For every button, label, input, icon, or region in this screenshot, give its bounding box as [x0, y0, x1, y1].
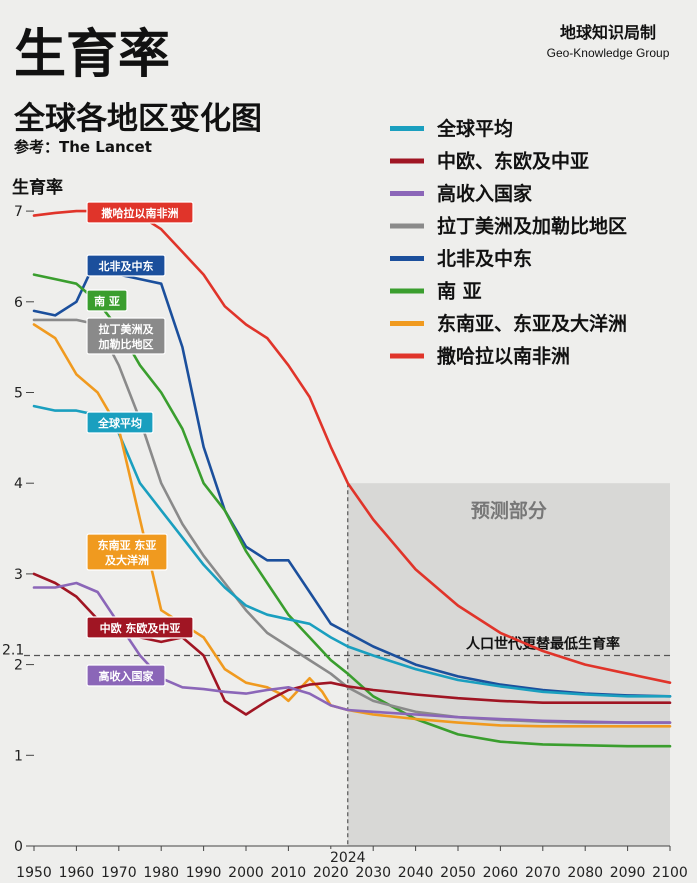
legend-swatch — [390, 158, 424, 164]
series-tag-seao: 东南亚 东亚及大洋洲 — [86, 533, 168, 571]
brand-name: 地球知识局制 — [560, 23, 656, 42]
legend-label: 撒哈拉以南非洲 — [437, 345, 570, 368]
forecast-start-label-bg — [329, 849, 366, 864]
series-tag-global: 全球平均 — [86, 411, 154, 434]
svg-text:南 亚: 南 亚 — [94, 294, 120, 308]
legend-label: 中欧、东欧及中亚 — [437, 150, 589, 173]
x-tick-label: 2060 — [483, 865, 519, 881]
legend-label: 北非及中东 — [437, 247, 532, 270]
svg-text:拉丁美洲及: 拉丁美洲及 — [99, 322, 155, 336]
source-note: 参考：The Lancet — [14, 138, 152, 156]
x-tick-label: 2080 — [567, 865, 603, 881]
forecast-region — [347, 483, 670, 846]
svg-text:及大洋洲: 及大洋洲 — [105, 553, 149, 567]
x-tick-label: 1960 — [59, 865, 95, 881]
x-tick-label: 2090 — [610, 865, 646, 881]
forecast-label: 预测部分 — [471, 499, 547, 522]
legend-item: 南 亚 — [390, 281, 482, 303]
replacement-rate-text: 人口世代更替最低生育率 — [466, 636, 620, 653]
x-tick-label: 2010 — [271, 865, 307, 881]
x-tick-label: 1950 — [16, 865, 52, 881]
legend-item: 撒哈拉以南非洲 — [390, 345, 570, 368]
legend-swatch — [390, 288, 424, 294]
svg-text:加勒比地区: 加勒比地区 — [98, 337, 154, 351]
series-tag-ssa: 撒哈拉以南非洲 — [86, 201, 194, 224]
legend-label: 东南亚、东亚及大洋洲 — [437, 312, 627, 335]
y-tick-label: 0 — [14, 839, 23, 855]
legend-swatch — [390, 321, 424, 326]
series-tag-mena: 北非及中东 — [86, 254, 166, 277]
x-tick-label: 1970 — [101, 865, 137, 881]
y-axis-label: 生育率 — [12, 177, 63, 198]
replacement-rate-value: 2.1 — [2, 643, 24, 659]
series-tag-south_asia: 南 亚 — [86, 289, 128, 312]
svg-text:中欧 东欧及中亚: 中欧 东欧及中亚 — [100, 621, 181, 635]
legend-label: 全球平均 — [436, 117, 513, 140]
x-tick-label: 2100 — [652, 865, 688, 881]
forecast-start-label: 2024 — [330, 850, 366, 866]
y-tick-label: 1 — [14, 748, 23, 764]
legend-swatch — [390, 126, 424, 131]
chart-subtitle: 全球各地区变化图 — [13, 101, 262, 137]
chart-title: 生育率 — [14, 25, 170, 85]
x-tick-label: 2020 — [313, 865, 349, 881]
series-tag-high_income: 高收入国家 — [86, 664, 166, 687]
series-tag-latam: 拉丁美洲及加勒比地区 — [86, 317, 166, 355]
x-tick-label: 1990 — [186, 865, 222, 881]
legend-item: 全球平均 — [390, 117, 513, 140]
svg-text:全球平均: 全球平均 — [97, 416, 142, 430]
series-line-seao — [32, 323, 672, 728]
x-tick-label: 2000 — [228, 865, 264, 881]
legend-label: 高收入国家 — [437, 182, 533, 205]
x-tick-label: 2070 — [525, 865, 561, 881]
x-tick-label: 2040 — [398, 865, 434, 881]
legend-item: 中欧、东欧及中亚 — [390, 150, 589, 173]
legend-item: 高收入国家 — [390, 182, 533, 205]
svg-text:撒哈拉以南非洲: 撒哈拉以南非洲 — [102, 206, 179, 220]
svg-text:高收入国家: 高收入国家 — [99, 669, 155, 683]
x-tick-label: 2050 — [440, 865, 476, 881]
series-tag-ceeca: 中欧 东欧及中亚 — [86, 616, 194, 639]
legend-swatch — [390, 191, 424, 196]
y-tick-label: 4 — [14, 476, 23, 492]
y-tick-label: 5 — [14, 386, 23, 402]
x-axis: 1950 1960 1970 1980 1990 2000 2010 2020 2030 2040… — [16, 846, 688, 881]
legend-item: 拉丁美洲及加勒比地区 — [390, 215, 627, 238]
y-tick-label: 7 — [14, 204, 23, 220]
legend-swatch — [390, 223, 424, 229]
legend-swatch — [390, 256, 424, 261]
x-tick-label: 2030 — [355, 865, 391, 881]
legend-item: 北非及中东 — [390, 247, 532, 270]
brand-name-en: Geo-Knowledge Group — [547, 46, 670, 60]
y-tick-label: 2 — [14, 658, 23, 674]
x-tick-label: 1980 — [143, 865, 179, 881]
legend-label: 南 亚 — [437, 281, 482, 303]
svg-text:东南亚 东亚: 东南亚 东亚 — [98, 538, 157, 552]
legend-item: 东南亚、东亚及大洋洲 — [390, 312, 627, 335]
svg-text:北非及中东: 北非及中东 — [99, 259, 154, 273]
y-tick-label: 3 — [14, 567, 23, 583]
y-tick-label: 6 — [14, 295, 23, 311]
legend-label: 拉丁美洲及加勒比地区 — [437, 215, 627, 238]
y-axis: 0 1 2 3 4 5 6 7 — [14, 204, 34, 855]
legend-swatch — [390, 353, 424, 359]
